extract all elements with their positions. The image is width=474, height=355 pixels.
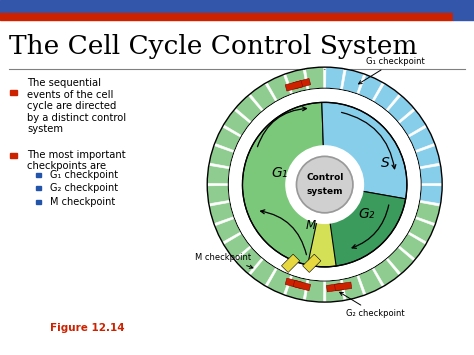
FancyArrowPatch shape bbox=[261, 210, 307, 255]
FancyArrowPatch shape bbox=[257, 107, 306, 147]
FancyArrowPatch shape bbox=[341, 113, 396, 169]
Text: G₂ checkpoint: G₂ checkpoint bbox=[50, 183, 118, 193]
Text: system: system bbox=[306, 187, 343, 196]
Wedge shape bbox=[224, 110, 250, 136]
Wedge shape bbox=[387, 247, 414, 274]
Wedge shape bbox=[308, 185, 336, 267]
Wedge shape bbox=[215, 127, 241, 151]
Wedge shape bbox=[322, 102, 407, 199]
Text: The most important
checkpoints are: The most important checkpoints are bbox=[27, 150, 126, 171]
Wedge shape bbox=[399, 110, 426, 136]
Circle shape bbox=[229, 89, 420, 280]
Text: Control: Control bbox=[306, 173, 343, 182]
Text: The sequential
events of the cell
cycle are directed
by a distinct control
syste: The sequential events of the cell cycle … bbox=[27, 78, 127, 135]
Bar bbox=[10, 90, 17, 95]
Wedge shape bbox=[326, 67, 344, 89]
Wedge shape bbox=[359, 75, 383, 101]
Wedge shape bbox=[326, 280, 344, 302]
Text: M: M bbox=[306, 219, 316, 232]
Wedge shape bbox=[236, 95, 262, 122]
Wedge shape bbox=[409, 218, 435, 242]
Bar bbox=[36, 186, 41, 190]
Wedge shape bbox=[374, 259, 399, 286]
Wedge shape bbox=[250, 83, 276, 110]
Circle shape bbox=[286, 146, 364, 223]
Wedge shape bbox=[207, 186, 230, 204]
Wedge shape bbox=[359, 268, 383, 295]
Wedge shape bbox=[306, 67, 324, 89]
Wedge shape bbox=[399, 234, 426, 259]
Wedge shape bbox=[224, 234, 250, 259]
Wedge shape bbox=[342, 275, 364, 300]
Bar bbox=[0, 0, 453, 13]
Text: G₁ checkpoint: G₁ checkpoint bbox=[358, 57, 425, 84]
Bar bbox=[285, 81, 303, 91]
Wedge shape bbox=[419, 186, 442, 204]
Bar bbox=[293, 280, 310, 291]
Wedge shape bbox=[207, 165, 230, 184]
Wedge shape bbox=[342, 69, 364, 94]
Text: S: S bbox=[382, 157, 390, 170]
Wedge shape bbox=[250, 259, 276, 286]
Wedge shape bbox=[215, 218, 241, 242]
Bar bbox=[10, 153, 17, 158]
Bar bbox=[327, 283, 344, 292]
Text: G₁ checkpoint: G₁ checkpoint bbox=[50, 170, 118, 180]
Text: G₂ checkpoint: G₂ checkpoint bbox=[340, 292, 404, 318]
Wedge shape bbox=[286, 275, 307, 300]
Bar bbox=[335, 282, 352, 291]
Wedge shape bbox=[267, 75, 291, 101]
Wedge shape bbox=[387, 95, 414, 122]
Wedge shape bbox=[286, 69, 307, 94]
Circle shape bbox=[297, 157, 353, 213]
Wedge shape bbox=[243, 103, 332, 267]
Text: G₁: G₁ bbox=[272, 166, 288, 180]
Wedge shape bbox=[325, 185, 406, 267]
Bar bbox=[36, 173, 41, 176]
Wedge shape bbox=[209, 202, 234, 224]
Wedge shape bbox=[236, 247, 262, 274]
Wedge shape bbox=[374, 83, 399, 110]
Wedge shape bbox=[416, 146, 440, 167]
Bar bbox=[0, 13, 453, 20]
Bar bbox=[285, 278, 303, 289]
Wedge shape bbox=[419, 165, 442, 184]
Bar bbox=[453, 0, 474, 20]
Bar bbox=[282, 254, 300, 272]
FancyArrowPatch shape bbox=[352, 205, 389, 248]
Wedge shape bbox=[267, 268, 291, 295]
Text: The Cell Cycle Control System: The Cell Cycle Control System bbox=[9, 34, 418, 59]
Text: Figure 12.14: Figure 12.14 bbox=[50, 323, 124, 333]
Text: G₂: G₂ bbox=[359, 207, 375, 221]
Text: M checkpoint: M checkpoint bbox=[195, 253, 253, 268]
Text: M checkpoint: M checkpoint bbox=[50, 197, 115, 207]
Bar bbox=[293, 78, 310, 89]
Bar bbox=[302, 254, 321, 272]
Wedge shape bbox=[209, 146, 234, 167]
Wedge shape bbox=[409, 127, 435, 151]
Wedge shape bbox=[416, 202, 440, 224]
Wedge shape bbox=[306, 280, 324, 302]
Bar bbox=[36, 200, 41, 203]
